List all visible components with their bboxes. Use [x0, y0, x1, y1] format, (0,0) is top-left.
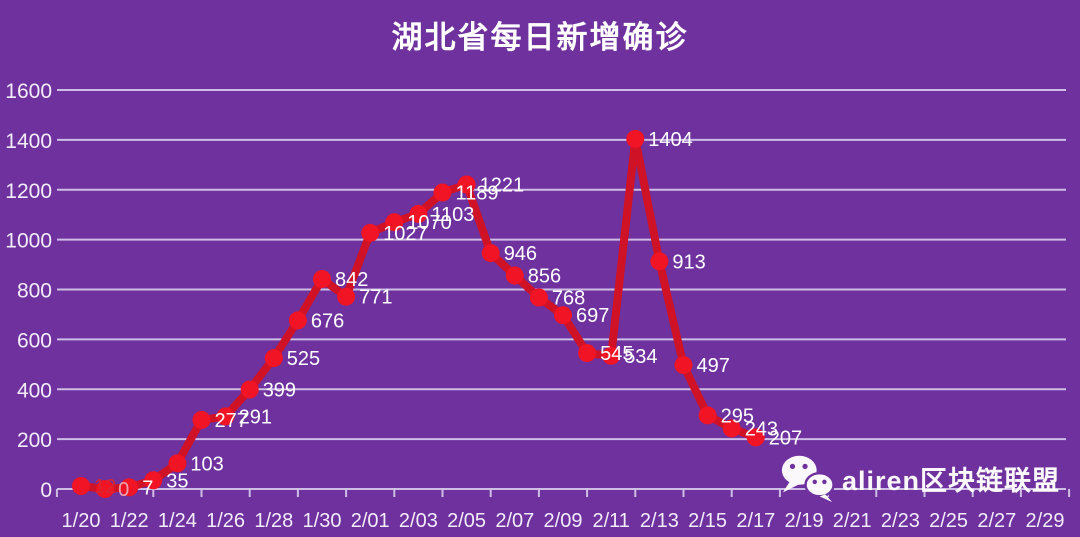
x-tick-label: 1/22: [110, 510, 149, 532]
x-tick-label: 1/28: [254, 510, 293, 532]
data-value-label: 946: [504, 243, 537, 265]
x-tick-label: 2/05: [447, 510, 486, 532]
data-point-marker: [337, 287, 356, 306]
data-point-marker: [578, 344, 597, 363]
data-point-marker: [722, 419, 741, 438]
x-tick-label: 2/09: [544, 510, 583, 532]
data-value-label: 399: [263, 380, 296, 402]
data-value-label: 1070: [407, 212, 452, 234]
series-line: [77, 134, 760, 493]
y-tick-label: 400: [17, 379, 52, 402]
data-value-label: 534: [624, 346, 657, 368]
x-tick-label: 1/20: [62, 510, 101, 532]
data-point-marker: [385, 213, 404, 232]
data-point-marker: [120, 478, 139, 497]
x-tick-label: 2/21: [833, 510, 872, 532]
data-value-label: 295: [721, 405, 754, 427]
x-tick-label: 1/30: [303, 510, 342, 532]
x-tick-label: 2/23: [881, 510, 920, 532]
data-value-label: 0: [118, 479, 129, 501]
data-value-label: 103: [190, 453, 223, 475]
y-tick-label: 1400: [5, 130, 52, 153]
x-tick-label: 2/25: [929, 510, 968, 532]
data-value-label: 7: [142, 477, 153, 499]
y-tick-label: 1600: [5, 80, 52, 103]
x-tick-label: 2/27: [977, 510, 1016, 532]
data-point-marker: [529, 288, 548, 307]
data-point-marker: [481, 244, 500, 263]
x-tick-label: 2/15: [688, 510, 727, 532]
x-tick-label: 1/26: [206, 510, 245, 532]
data-value-label: 856: [528, 266, 561, 288]
y-tick-label: 200: [17, 429, 52, 452]
data-value-label: 35: [166, 470, 188, 492]
data-value-label: 697: [576, 305, 609, 327]
data-point-marker: [313, 270, 331, 288]
data-point-marker: [96, 480, 115, 498]
y-tick-label: 1000: [5, 230, 52, 253]
data-value-label: 12: [94, 476, 116, 498]
data-point-marker: [216, 407, 235, 426]
x-tick-label: 2/19: [785, 510, 824, 532]
data-point-marker: [457, 175, 476, 194]
x-tick-label: 2/17: [736, 510, 775, 532]
data-point-marker: [698, 406, 717, 425]
x-tick-label: 2/11: [592, 510, 629, 532]
data-value-label: 207: [769, 427, 802, 449]
data-point-marker: [602, 346, 621, 365]
data-point-marker: [746, 428, 765, 447]
data-point-marker: [72, 477, 90, 495]
y-tick-label: 800: [17, 280, 52, 303]
data-point-marker: [674, 356, 693, 375]
data-point-marker: [626, 129, 645, 148]
data-value-label: 913: [672, 251, 705, 273]
data-value-label: 1221: [480, 175, 524, 197]
y-tick-label: 0: [40, 479, 52, 502]
watermark-text: aliren区块链联盟: [842, 465, 1061, 496]
x-tick-label: 2/29: [1026, 510, 1065, 532]
data-value-label: 545: [600, 343, 633, 365]
data-point-marker: [554, 306, 572, 325]
data-value-label: 1103: [431, 204, 474, 226]
data-point-marker: [650, 252, 669, 271]
data-point-marker: [409, 204, 428, 223]
data-point-marker: [192, 410, 211, 429]
watermark: aliren区块链联盟: [778, 452, 1060, 504]
data-point-marker: [240, 380, 259, 399]
data-value-label: 768: [552, 288, 585, 310]
data-point-marker: [361, 223, 380, 242]
x-tick-label: 2/01: [351, 510, 390, 532]
data-point-marker: [264, 349, 283, 368]
x-tick-label: 1/24: [158, 510, 197, 532]
data-value-label: 676: [311, 310, 344, 332]
data-value-label: 291: [239, 406, 272, 428]
data-point-marker: [433, 183, 452, 202]
wechat-icon: [781, 455, 835, 503]
data-value-label: 1027: [383, 223, 428, 245]
data-value-label: 497: [697, 355, 730, 377]
data-value-label: 1189: [456, 183, 499, 205]
data-point-marker: [168, 454, 187, 473]
data-value-label: 1404: [648, 129, 693, 151]
data-point-marker: [505, 266, 524, 285]
data-point-marker: [144, 471, 163, 490]
data-value-label: 243: [745, 418, 778, 440]
chart-title: 湖北省每日新增确诊: [391, 20, 689, 55]
data-value-label: 277: [215, 410, 248, 432]
data-point-marker: [288, 311, 307, 330]
x-tick-label: 2/03: [399, 510, 438, 532]
x-tick-label: 2/07: [495, 510, 534, 532]
y-tick-label: 600: [17, 329, 52, 352]
x-tick-label: 2/13: [640, 510, 679, 532]
data-value-label: 842: [335, 269, 368, 291]
data-value-label: 771: [359, 287, 392, 309]
data-value-label: 525: [287, 348, 320, 370]
y-tick-label: 1200: [5, 180, 52, 203]
